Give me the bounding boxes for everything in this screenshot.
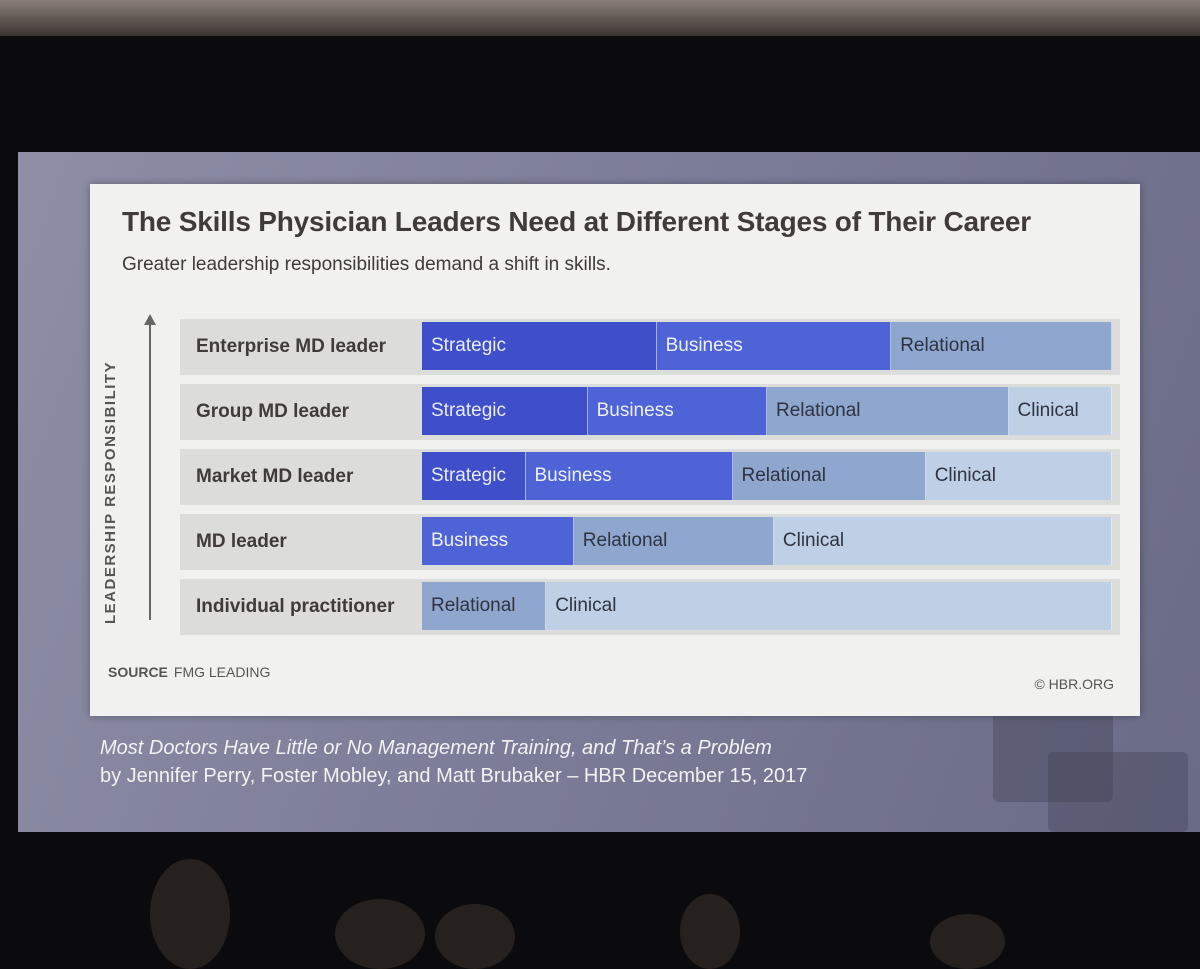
bar-segment-relational: Relational xyxy=(732,452,926,500)
row-label: Individual practitioner xyxy=(196,596,395,617)
bar-segment-clinical: Clinical xyxy=(546,582,1112,630)
bar-segments: Strategic Business Relational Clinical xyxy=(422,452,1112,500)
chart-row: MD leader Business Relational Clinical xyxy=(180,514,1120,570)
caption-title: Most Doctors Have Little or No Managemen… xyxy=(100,737,772,759)
chart-row: Individual practitioner Relational Clinica… xyxy=(180,579,1120,635)
chart-row: Market MD leader Strategic Business Relatio… xyxy=(180,449,1120,505)
chart-row: Enterprise MD leader Strategic Business Rel… xyxy=(180,319,1120,375)
bar-segment-clinical: Clinical xyxy=(925,452,1112,500)
row-label: MD leader xyxy=(196,531,287,552)
bar-segment-clinical: Clinical xyxy=(773,517,1112,565)
caption-byline: by Jennifer Perry, Foster Mobley, and Ma… xyxy=(100,765,808,787)
row-label: Market MD leader xyxy=(196,466,354,487)
bar-segment-relational: Relational xyxy=(767,387,1009,435)
slide-caption: Most Doctors Have Little or No Managemen… xyxy=(100,734,807,790)
copyright: © HBR.ORG xyxy=(1034,676,1114,692)
bar-segment-clinical: Clinical xyxy=(1008,387,1112,435)
bar-segments: Strategic Business Relational Clinical xyxy=(422,387,1112,435)
bar-segment-business: Business xyxy=(525,452,733,500)
ceiling xyxy=(0,0,1200,36)
chart-card: The Skills Physician Leaders Need at Dif… xyxy=(90,184,1140,716)
bar-segments: Business Relational Clinical xyxy=(422,517,1112,565)
bar-segment-strategic: Strategic xyxy=(422,452,526,500)
source-label: SOURCE xyxy=(108,664,168,680)
y-axis-label: LEADERSHIP RESPONSIBILITY xyxy=(102,360,119,624)
bar-segment-business: Business xyxy=(422,517,574,565)
source-note: SOURCE FMG LEADING xyxy=(108,664,270,680)
audience-head xyxy=(435,904,515,969)
audience-head xyxy=(150,859,230,969)
bar-segment-strategic: Strategic xyxy=(422,387,588,435)
audience-head xyxy=(335,899,425,969)
audience-head xyxy=(930,914,1005,969)
bar-segment-business: Business xyxy=(656,322,892,370)
bar-segment-relational: Relational xyxy=(422,582,547,630)
bar-segments: Relational Clinical xyxy=(422,582,1112,630)
decorative-square xyxy=(1048,752,1188,832)
bar-segment-business: Business xyxy=(587,387,767,435)
audience-head xyxy=(680,894,740,969)
bar-segment-relational: Relational xyxy=(573,517,774,565)
row-label: Enterprise MD leader xyxy=(196,336,387,357)
chart-row: Group MD leader Strategic Business Relation… xyxy=(180,384,1120,440)
bar-segment-strategic: Strategic xyxy=(422,322,657,370)
bar-segments: Strategic Business Relational xyxy=(422,322,1112,370)
chart-subtitle: Greater leadership responsibilities dema… xyxy=(122,254,611,275)
bar-segment-relational: Relational xyxy=(891,322,1112,370)
source-value: FMG LEADING xyxy=(173,664,271,680)
up-arrow-icon xyxy=(144,314,156,620)
chart-title: The Skills Physician Leaders Need at Dif… xyxy=(122,206,1031,237)
row-label: Group MD leader xyxy=(196,401,350,422)
